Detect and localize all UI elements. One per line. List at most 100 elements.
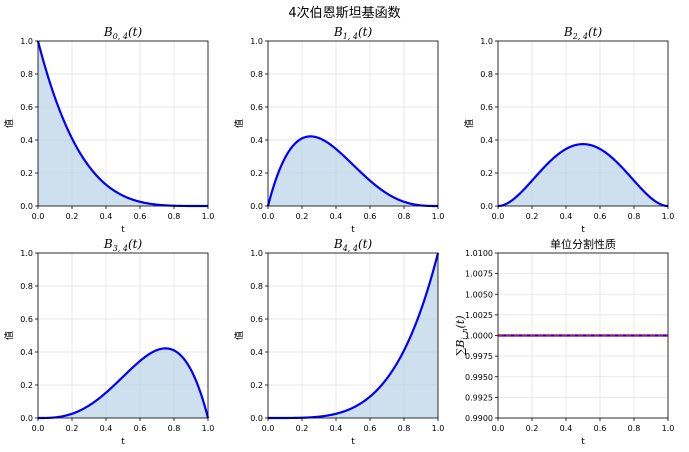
y-axis-label: ∑Bi, n(t) <box>454 315 469 355</box>
axes-frame <box>267 40 439 207</box>
y-tick-label: 0.4 <box>250 348 263 357</box>
x-tick-label: 0.0 <box>262 212 275 221</box>
x-tick-label: 0.8 <box>628 212 641 221</box>
x-tick-label: 0.6 <box>134 212 147 221</box>
x-tick-label: 0.8 <box>398 212 411 221</box>
x-tick-label: 0.6 <box>364 424 377 433</box>
y-tick-label: 1.0000 <box>465 332 493 341</box>
y-tick-label: 0.9950 <box>465 373 493 382</box>
y-tick-label: 0.2 <box>480 169 493 178</box>
y-tick-label: 0.0 <box>20 414 33 423</box>
x-tick-label: 0.2 <box>526 212 539 221</box>
x-tick-label: 0.6 <box>364 212 377 221</box>
x-tick-label: 0.0 <box>492 424 505 433</box>
y-tick-label: 1.0 <box>480 37 493 46</box>
x-tick-label: 0.2 <box>296 212 309 221</box>
y-axis-label: 值 <box>3 119 15 128</box>
x-tick-label: 0.4 <box>100 424 113 433</box>
x-tick-label: 0.8 <box>628 424 641 433</box>
y-tick-label: 0.4 <box>20 136 33 145</box>
x-axis-label: t <box>351 437 355 447</box>
subplot-title: B1, 4(t) <box>333 25 373 41</box>
axes-frame <box>37 40 209 207</box>
y-tick-label: 0.8 <box>20 282 33 291</box>
series-line <box>38 347 210 420</box>
x-tick-label: 0.8 <box>398 424 411 433</box>
x-tick-label: 1.0 <box>432 212 445 221</box>
subplot-title: 单位分割性质 <box>550 237 616 251</box>
y-tick-label: 1.0075 <box>465 270 493 279</box>
x-tick-label: 0.4 <box>100 212 113 221</box>
x-tick-label: 0.2 <box>296 424 309 433</box>
area-fill <box>498 144 668 206</box>
area-fill <box>38 348 208 418</box>
y-tick-label: 0.6 <box>20 315 33 324</box>
x-tick-label: 1.0 <box>202 424 215 433</box>
x-tick-label: 1.0 <box>662 212 675 221</box>
x-tick-label: 0.0 <box>32 424 45 433</box>
x-axis-label: t <box>121 225 125 235</box>
x-axis-label: t <box>581 437 585 447</box>
area-fill <box>268 136 438 206</box>
y-tick-label: 0.9925 <box>465 393 493 402</box>
y-tick-label: 0.0 <box>250 202 263 211</box>
x-tick-label: 0.4 <box>560 424 573 433</box>
subplot-1: 0.0 0.2 0.4 0.6 0.8 1.0 0.0 0.2 0.4 0.6 0.8 1.0 t B1,… <box>233 25 444 235</box>
y-tick-label: 0.2 <box>250 381 263 390</box>
x-tick-label: 0.6 <box>594 212 607 221</box>
x-axis-label: t <box>351 225 355 235</box>
subplot-5: 0.0 0.2 0.4 0.6 0.8 1.0 0.9900 0.9925 0.9950 0.99… <box>454 237 674 447</box>
x-tick-label: 0.4 <box>330 424 343 433</box>
y-tick-label: 0.8 <box>250 70 263 79</box>
y-tick-label: 1.0 <box>20 37 33 46</box>
x-tick-label: 0.6 <box>594 424 607 433</box>
y-tick-label: 0.6 <box>480 103 493 112</box>
y-tick-label: 0.0 <box>480 202 493 211</box>
subplot-3: 0.0 0.2 0.4 0.6 0.8 1.0 0.0 0.2 0.4 0.6 0.8 1.0 t B3,… <box>3 237 214 447</box>
y-tick-label: 0.9900 <box>465 414 493 423</box>
y-axis-label: 值 <box>463 119 475 128</box>
axes-frame <box>37 252 209 419</box>
y-tick-label: 0.2 <box>250 169 263 178</box>
y-tick-label: 0.6 <box>250 103 263 112</box>
y-tick-label: 0.8 <box>480 70 493 79</box>
subplot-title: B2, 4(t) <box>563 25 603 41</box>
axes-frame <box>267 252 439 419</box>
y-tick-label: 0.2 <box>20 381 33 390</box>
x-tick-label: 0.4 <box>560 212 573 221</box>
figure-title: 4次伯恩斯坦基函数 <box>288 6 401 21</box>
axes-frame <box>497 40 669 207</box>
y-tick-label: 1.0 <box>250 37 263 46</box>
series-line <box>497 143 669 208</box>
y-tick-label: 0.8 <box>250 282 263 291</box>
x-tick-label: 0.8 <box>168 424 181 433</box>
y-tick-label: 0.4 <box>480 136 493 145</box>
x-tick-label: 0.2 <box>526 424 539 433</box>
x-tick-label: 0.2 <box>66 212 79 221</box>
area-fill <box>268 253 438 418</box>
area-fill <box>38 41 208 206</box>
y-tick-label: 0.6 <box>250 315 263 324</box>
subplot-title: B0, 4(t) <box>103 25 143 41</box>
x-tick-label: 0.2 <box>66 424 79 433</box>
subplot-0: 0.0 0.2 0.4 0.6 0.8 1.0 0.0 0.2 0.4 0.6 0.8 1.0 t B0,… <box>3 25 214 235</box>
y-axis-label: 值 <box>233 119 245 128</box>
x-tick-label: 0.8 <box>168 212 181 221</box>
y-tick-label: 0.9975 <box>465 352 493 361</box>
series-line <box>266 135 438 208</box>
x-tick-label: 0.0 <box>32 212 45 221</box>
x-tick-label: 0.4 <box>330 212 343 221</box>
y-axis-label: 值 <box>233 331 245 340</box>
x-tick-label: 1.0 <box>662 424 675 433</box>
y-tick-label: 0.4 <box>250 136 263 145</box>
x-axis-label: t <box>581 225 585 235</box>
x-tick-label: 0.6 <box>134 424 147 433</box>
y-tick-label: 0.0 <box>250 414 263 423</box>
subplot-2: 0.0 0.2 0.4 0.6 0.8 1.0 0.0 0.2 0.4 0.6 0.8 1.0 t B2,… <box>463 25 674 235</box>
y-tick-label: 1.0100 <box>465 249 493 258</box>
x-tick-label: 0.0 <box>492 212 505 221</box>
x-tick-label: 1.0 <box>432 424 445 433</box>
subplot-title: B3, 4(t) <box>103 237 143 253</box>
y-tick-label: 0.8 <box>20 70 33 79</box>
